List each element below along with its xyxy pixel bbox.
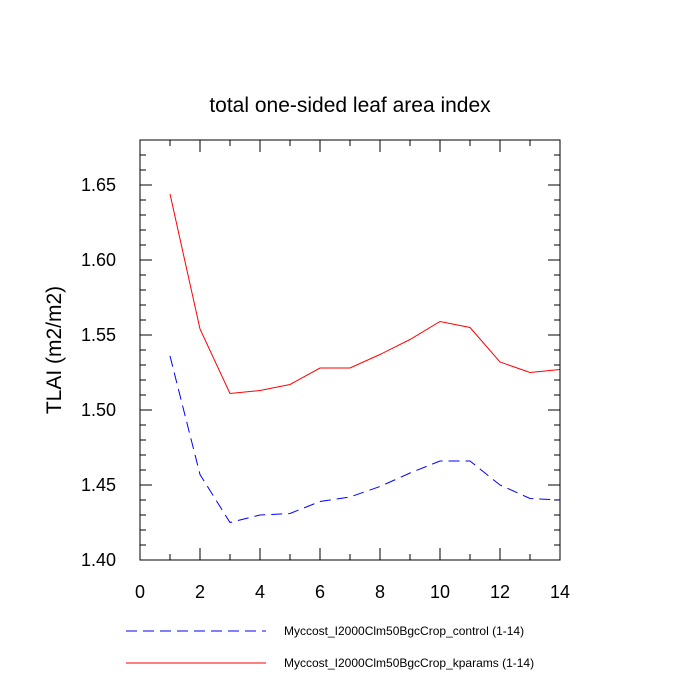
y-tick-label: 1.55 — [81, 325, 116, 345]
x-tick-label: 10 — [430, 582, 450, 602]
legend: Myccost_I2000Clm50BgcCrop_control (1-14)… — [126, 624, 534, 670]
x-tick-label: 12 — [490, 582, 510, 602]
x-tick-label: 0 — [135, 582, 145, 602]
chart-title: total one-sided leaf area index — [209, 94, 491, 117]
y-tick-label: 1.65 — [81, 175, 116, 195]
x-tick-label: 6 — [315, 582, 325, 602]
y-tick-label: 1.60 — [81, 250, 116, 270]
x-tick-label: 4 — [255, 582, 265, 602]
x-tick-label: 14 — [550, 582, 570, 602]
series-line-kparams — [169, 193, 561, 395]
axis-ticks — [139, 139, 561, 561]
plot-frame — [139, 139, 561, 561]
legend-label: Myccost_I2000Clm50BgcCrop_control (1-14) — [284, 624, 524, 638]
y-tick-label: 1.45 — [81, 475, 116, 495]
series-line-control — [169, 355, 561, 524]
y-axis-label: TLAI (m2/m2) — [43, 286, 66, 414]
x-tick-label: 8 — [375, 582, 385, 602]
series-layer — [169, 193, 561, 524]
x-tick-label: 2 — [195, 582, 205, 602]
y-tick-label: 1.50 — [81, 400, 116, 420]
axis-tick-labels: 0 2 4 6 8 10 12 14 1.40 1.45 1.50 1.55 1.60 1.65 — [81, 175, 570, 602]
legend-label: Myccost_I2000Clm50BgcCrop_kparams (1-14) — [284, 656, 534, 670]
y-tick-label: 1.40 — [81, 550, 116, 570]
